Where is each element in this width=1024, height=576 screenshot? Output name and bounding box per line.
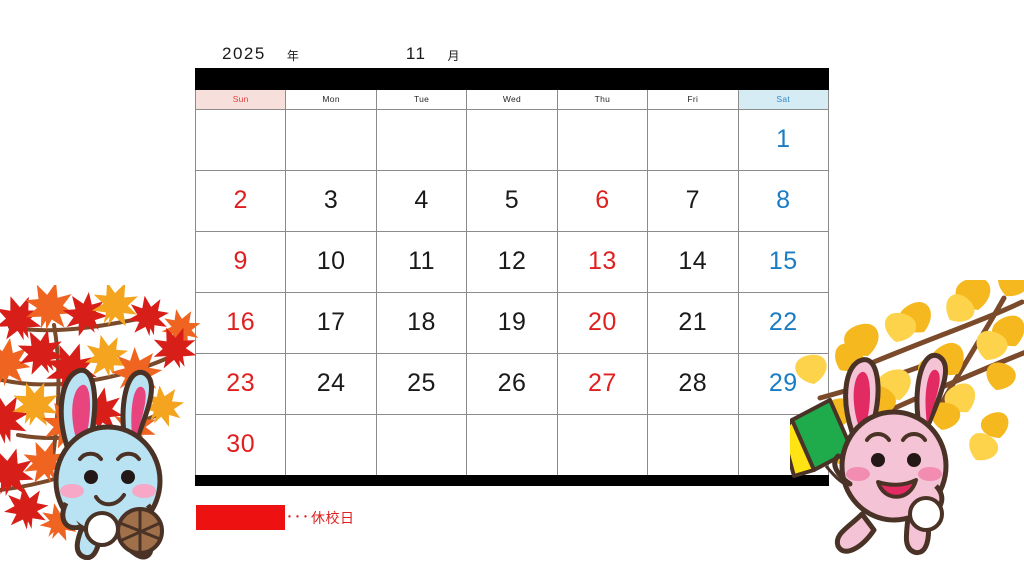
calendar-month: 11 [405, 44, 427, 63]
calendar-year-suffix: 年 [286, 48, 299, 63]
legend-color-swatch [196, 505, 285, 530]
calendar-day-cell[interactable]: 26 [466, 352, 558, 415]
calendar-day-cell[interactable]: 9 [194, 230, 287, 293]
calendar-day-cell[interactable]: 2 [194, 169, 287, 232]
calendar-empty-cell [466, 413, 558, 475]
calendar-day-cell[interactable]: 23 [194, 352, 287, 415]
calendar-day-cell[interactable]: 10 [285, 230, 377, 293]
calendar-day-cell[interactable]: 30 [194, 413, 287, 475]
calendar-empty-cell [556, 413, 649, 475]
calendar-day-cell[interactable]: 12 [466, 230, 558, 293]
calendar-day-cell[interactable]: 7 [647, 169, 739, 232]
calendar-day-cell[interactable]: 3 [285, 169, 377, 232]
legend: ･･･ 休校日 [196, 505, 355, 530]
weekday-header-tue: Tue [375, 90, 468, 110]
calendar-day-cell[interactable]: 24 [285, 352, 377, 415]
calendar-title: 2025 年 11 月 [195, 40, 829, 68]
legend-label-school-closed: 休校日 [311, 509, 355, 526]
weekday-header-sat: Sat [737, 90, 830, 110]
calendar-day-cell[interactable]: 25 [375, 352, 468, 415]
calendar-empty-cell [375, 413, 468, 475]
calendar-top-bar [195, 68, 829, 90]
calendar-day-cell[interactable]: 8 [737, 169, 830, 232]
calendar-empty-cell [285, 413, 377, 475]
calendar-table: Sun Mon Tue Wed Thu Fri Sat 1 2 3 4 5 6 7 8 9 10 11 12 13 1… [194, 90, 830, 475]
calendar-week-row: 1 [194, 108, 830, 171]
calendar-day-cell[interactable]: 5 [466, 169, 558, 232]
calendar-body: 1 2 3 4 5 6 7 8 9 10 11 12 13 14 15 16 17 18 19 20 21 22 23 24 2… [194, 108, 830, 475]
calendar-month-suffix: 月 [447, 48, 460, 63]
calendar-day-cell[interactable]: 20 [556, 291, 649, 354]
weekday-header-fri: Fri [647, 90, 739, 110]
decoration-left-maple-and-blue-mascot [0, 272, 222, 561]
weekday-header-wed: Wed [466, 90, 558, 110]
calendar-container: Sun Mon Tue Wed Thu Fri Sat 1 2 3 4 5 6 7 8 9 10 11 12 13 1… [194, 68, 830, 486]
calendar-day-cell[interactable]: 19 [466, 291, 558, 354]
calendar-bottom-bar [195, 475, 829, 486]
calendar-week-row: 9 10 11 12 13 14 15 [194, 230, 830, 293]
calendar-day-cell[interactable]: 22 [737, 291, 830, 354]
calendar-day-cell[interactable]: 21 [647, 291, 739, 354]
weekday-header-mon: Mon [285, 90, 377, 110]
calendar-empty-cell [647, 108, 739, 171]
pink-rabbit-mascot [832, 352, 949, 556]
calendar-day-cell[interactable]: 11 [375, 230, 468, 293]
calendar-week-row: 16 17 18 19 20 21 22 [194, 291, 830, 354]
legend-dots: ･･･ [286, 508, 310, 525]
weekday-header-thu: Thu [556, 90, 649, 110]
weekday-header-sun: Sun [194, 90, 287, 110]
calendar-year: 2025 [222, 44, 266, 63]
calendar-empty-cell [737, 413, 830, 475]
calendar-empty-cell [466, 108, 558, 171]
calendar-empty-cell [647, 413, 739, 475]
calendar-day-cell[interactable]: 13 [556, 230, 649, 293]
calendar-day-cell[interactable]: 1 [737, 108, 830, 171]
calendar-day-cell[interactable]: 17 [285, 291, 377, 354]
weekday-header-row: Sun Mon Tue Wed Thu Fri Sat [194, 90, 830, 110]
calendar-day-cell[interactable]: 14 [647, 230, 739, 293]
calendar-week-row: 30 [194, 413, 830, 475]
calendar-day-cell[interactable]: 18 [375, 291, 468, 354]
calendar-day-cell[interactable]: 28 [647, 352, 739, 415]
calendar-empty-cell [285, 108, 377, 171]
calendar-day-cell[interactable]: 16 [194, 291, 287, 354]
calendar-day-cell[interactable]: 29 [737, 352, 830, 415]
calendar-empty-cell [375, 108, 468, 171]
calendar-day-cell[interactable]: 6 [556, 169, 649, 232]
calendar-day-cell[interactable]: 27 [556, 352, 649, 415]
calendar-day-cell[interactable]: 4 [375, 169, 468, 232]
blue-rabbit-mascot [53, 367, 164, 561]
calendar-empty-cell [194, 108, 287, 171]
calendar-empty-cell [556, 108, 649, 171]
calendar-week-row: 23 24 25 26 27 28 29 [194, 352, 830, 415]
calendar-day-cell[interactable]: 15 [737, 230, 830, 293]
